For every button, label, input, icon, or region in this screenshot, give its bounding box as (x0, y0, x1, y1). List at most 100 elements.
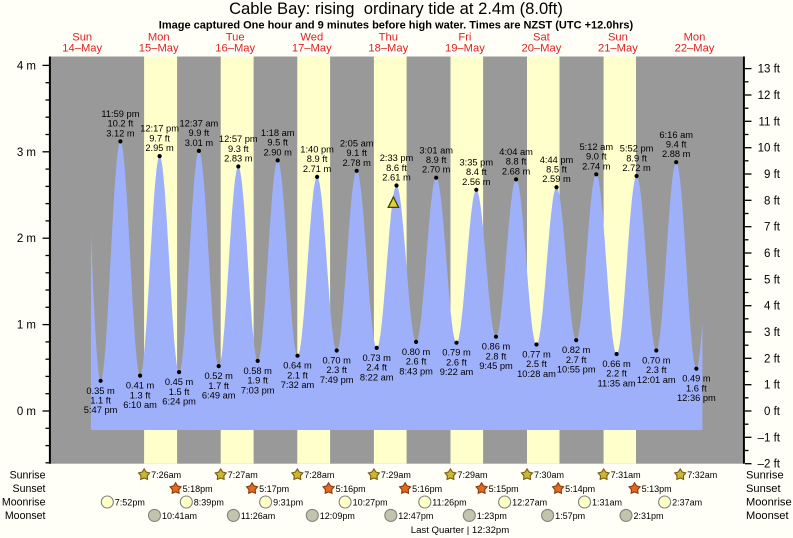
svg-text:Sunset: Sunset (746, 483, 781, 495)
svg-text:5:16pm: 5:16pm (412, 484, 442, 494)
svg-text:1.6 ft: 1.6 ft (686, 383, 707, 393)
svg-text:2.90 m: 2.90 m (263, 147, 292, 157)
svg-text:0.80 m: 0.80 m (402, 347, 431, 357)
svg-text:11:59 pm: 11:59 pm (101, 109, 139, 119)
svg-text:1.9 ft: 1.9 ft (247, 376, 268, 386)
svg-text:0 ft: 0 ft (764, 406, 781, 418)
svg-text:8 ft: 8 ft (764, 195, 781, 207)
svg-text:2.1 ft: 2.1 ft (287, 370, 308, 380)
svg-text:3 ft: 3 ft (764, 327, 781, 339)
svg-text:0.58 m: 0.58 m (243, 366, 272, 376)
svg-text:5:12 am: 5:12 am (580, 142, 614, 152)
svg-text:2.59 m: 2.59 m (542, 174, 571, 184)
svg-text:8.9 ft: 8.9 ft (626, 153, 647, 163)
svg-text:9.0 ft: 9.0 ft (586, 152, 607, 162)
svg-text:8.4 ft: 8.4 ft (466, 167, 487, 177)
svg-text:0.49 m: 0.49 m (682, 374, 711, 384)
svg-text:9 ft: 9 ft (764, 169, 781, 181)
svg-text:10:27pm: 10:27pm (353, 497, 388, 507)
svg-text:11:26pm: 11:26pm (432, 497, 466, 507)
svg-text:2.83 m: 2.83 m (224, 154, 253, 164)
svg-text:Tue: Tue (226, 32, 245, 44)
svg-text:5:15pm: 5:15pm (489, 484, 519, 494)
svg-text:1:57pm: 1:57pm (555, 511, 585, 521)
svg-text:7:49 pm: 7:49 pm (320, 375, 354, 385)
svg-text:21–May: 21–May (598, 43, 638, 55)
svg-text:2.78 m: 2.78 m (342, 158, 371, 168)
svg-text:7 ft: 7 ft (764, 222, 781, 234)
svg-text:13 ft: 13 ft (758, 64, 781, 76)
svg-text:2.3 ft: 2.3 ft (646, 365, 667, 375)
svg-text:0.52 m: 0.52 m (204, 371, 233, 381)
svg-text:10:55 pm: 10:55 pm (557, 365, 596, 375)
svg-text:3:35 pm: 3:35 pm (460, 157, 494, 167)
svg-text:7:32 am: 7:32 am (281, 380, 315, 390)
svg-text:2.74 m: 2.74 m (582, 161, 611, 171)
svg-text:Moonrise: Moonrise (746, 496, 792, 508)
svg-text:Thu: Thu (379, 32, 398, 44)
svg-text:11 ft: 11 ft (758, 116, 780, 128)
svg-text:2.7 ft: 2.7 ft (566, 355, 587, 365)
svg-text:7:28am: 7:28am (304, 470, 334, 480)
svg-text:0.82 m: 0.82 m (562, 345, 591, 355)
svg-text:9:31pm: 9:31pm (273, 497, 303, 507)
svg-text:5:16pm: 5:16pm (336, 484, 366, 494)
svg-text:9:22 am: 9:22 am (440, 367, 474, 377)
svg-text:10.2 ft: 10.2 ft (107, 119, 133, 129)
svg-text:0.73 m: 0.73 m (362, 353, 391, 363)
svg-text:6:16 am: 6:16 am (659, 130, 693, 140)
svg-text:6 ft: 6 ft (764, 248, 781, 260)
svg-text:7:29am: 7:29am (381, 470, 411, 480)
svg-text:–2 ft: –2 ft (758, 459, 781, 471)
svg-text:2.4 ft: 2.4 ft (366, 363, 387, 373)
svg-text:5:47 pm: 5:47 pm (84, 405, 118, 415)
svg-text:1.1 ft: 1.1 ft (90, 396, 111, 406)
svg-text:2.95 m: 2.95 m (145, 143, 174, 153)
svg-text:2 ft: 2 ft (764, 353, 781, 365)
svg-text:Image captured One hour and 9: Image captured One hour and 9 minutes be… (159, 20, 634, 32)
svg-text:1.3 ft: 1.3 ft (130, 390, 151, 400)
svg-text:8.8 ft: 8.8 ft (506, 157, 527, 167)
svg-text:Fri: Fri (458, 32, 471, 44)
svg-text:12:17 pm: 12:17 pm (140, 124, 179, 134)
svg-text:–1 ft: –1 ft (758, 432, 781, 444)
svg-text:0.35 m: 0.35 m (86, 386, 115, 396)
svg-text:0.70 m: 0.70 m (322, 356, 351, 366)
svg-text:Mon: Mon (684, 32, 706, 44)
svg-text:12:37 am: 12:37 am (180, 119, 219, 129)
svg-text:2.70 m: 2.70 m (422, 165, 451, 175)
svg-text:8.9 ft: 8.9 ft (307, 154, 328, 164)
svg-text:2.71 m: 2.71 m (303, 164, 332, 174)
svg-text:0.79 m: 0.79 m (442, 348, 471, 358)
svg-text:Cable Bay: rising ordinary ti: Cable Bay: rising ordinary tide at 2.4m … (229, 0, 563, 18)
svg-text:8:43 pm: 8:43 pm (399, 366, 433, 376)
svg-text:Sat: Sat (533, 32, 551, 44)
svg-text:19–May: 19–May (445, 43, 485, 55)
svg-text:1.5 ft: 1.5 ft (169, 387, 190, 397)
svg-text:1 ft: 1 ft (764, 380, 781, 392)
svg-text:17–May: 17–May (292, 43, 332, 55)
svg-text:2.56 m: 2.56 m (462, 177, 491, 187)
svg-text:16–May: 16–May (215, 43, 255, 55)
svg-text:2:37am: 2:37am (672, 497, 702, 507)
svg-text:1:31am: 1:31am (592, 497, 622, 507)
svg-text:9.5 ft: 9.5 ft (267, 138, 288, 148)
svg-text:12:47pm: 12:47pm (398, 511, 433, 521)
svg-text:7:27am: 7:27am (228, 470, 258, 480)
svg-text:Sun: Sun (608, 32, 628, 44)
svg-text:18–May: 18–May (368, 43, 408, 55)
svg-text:3 m: 3 m (17, 147, 36, 159)
svg-text:2.6 ft: 2.6 ft (446, 357, 467, 367)
svg-text:10 ft: 10 ft (758, 143, 781, 155)
svg-text:5:17pm: 5:17pm (259, 484, 289, 494)
svg-text:4 ft: 4 ft (764, 301, 781, 313)
svg-text:0.70 m: 0.70 m (642, 356, 671, 366)
svg-text:10:28 am: 10:28 am (517, 369, 556, 379)
svg-text:2.88 m: 2.88 m (662, 149, 691, 159)
svg-text:Wed: Wed (300, 32, 323, 44)
svg-text:0.41 m: 0.41 m (126, 381, 155, 391)
svg-text:7:26am: 7:26am (151, 470, 181, 480)
svg-text:4:44 pm: 4:44 pm (540, 155, 574, 165)
svg-text:7:32am: 7:32am (687, 470, 717, 480)
svg-text:Sunset: Sunset (13, 483, 46, 495)
